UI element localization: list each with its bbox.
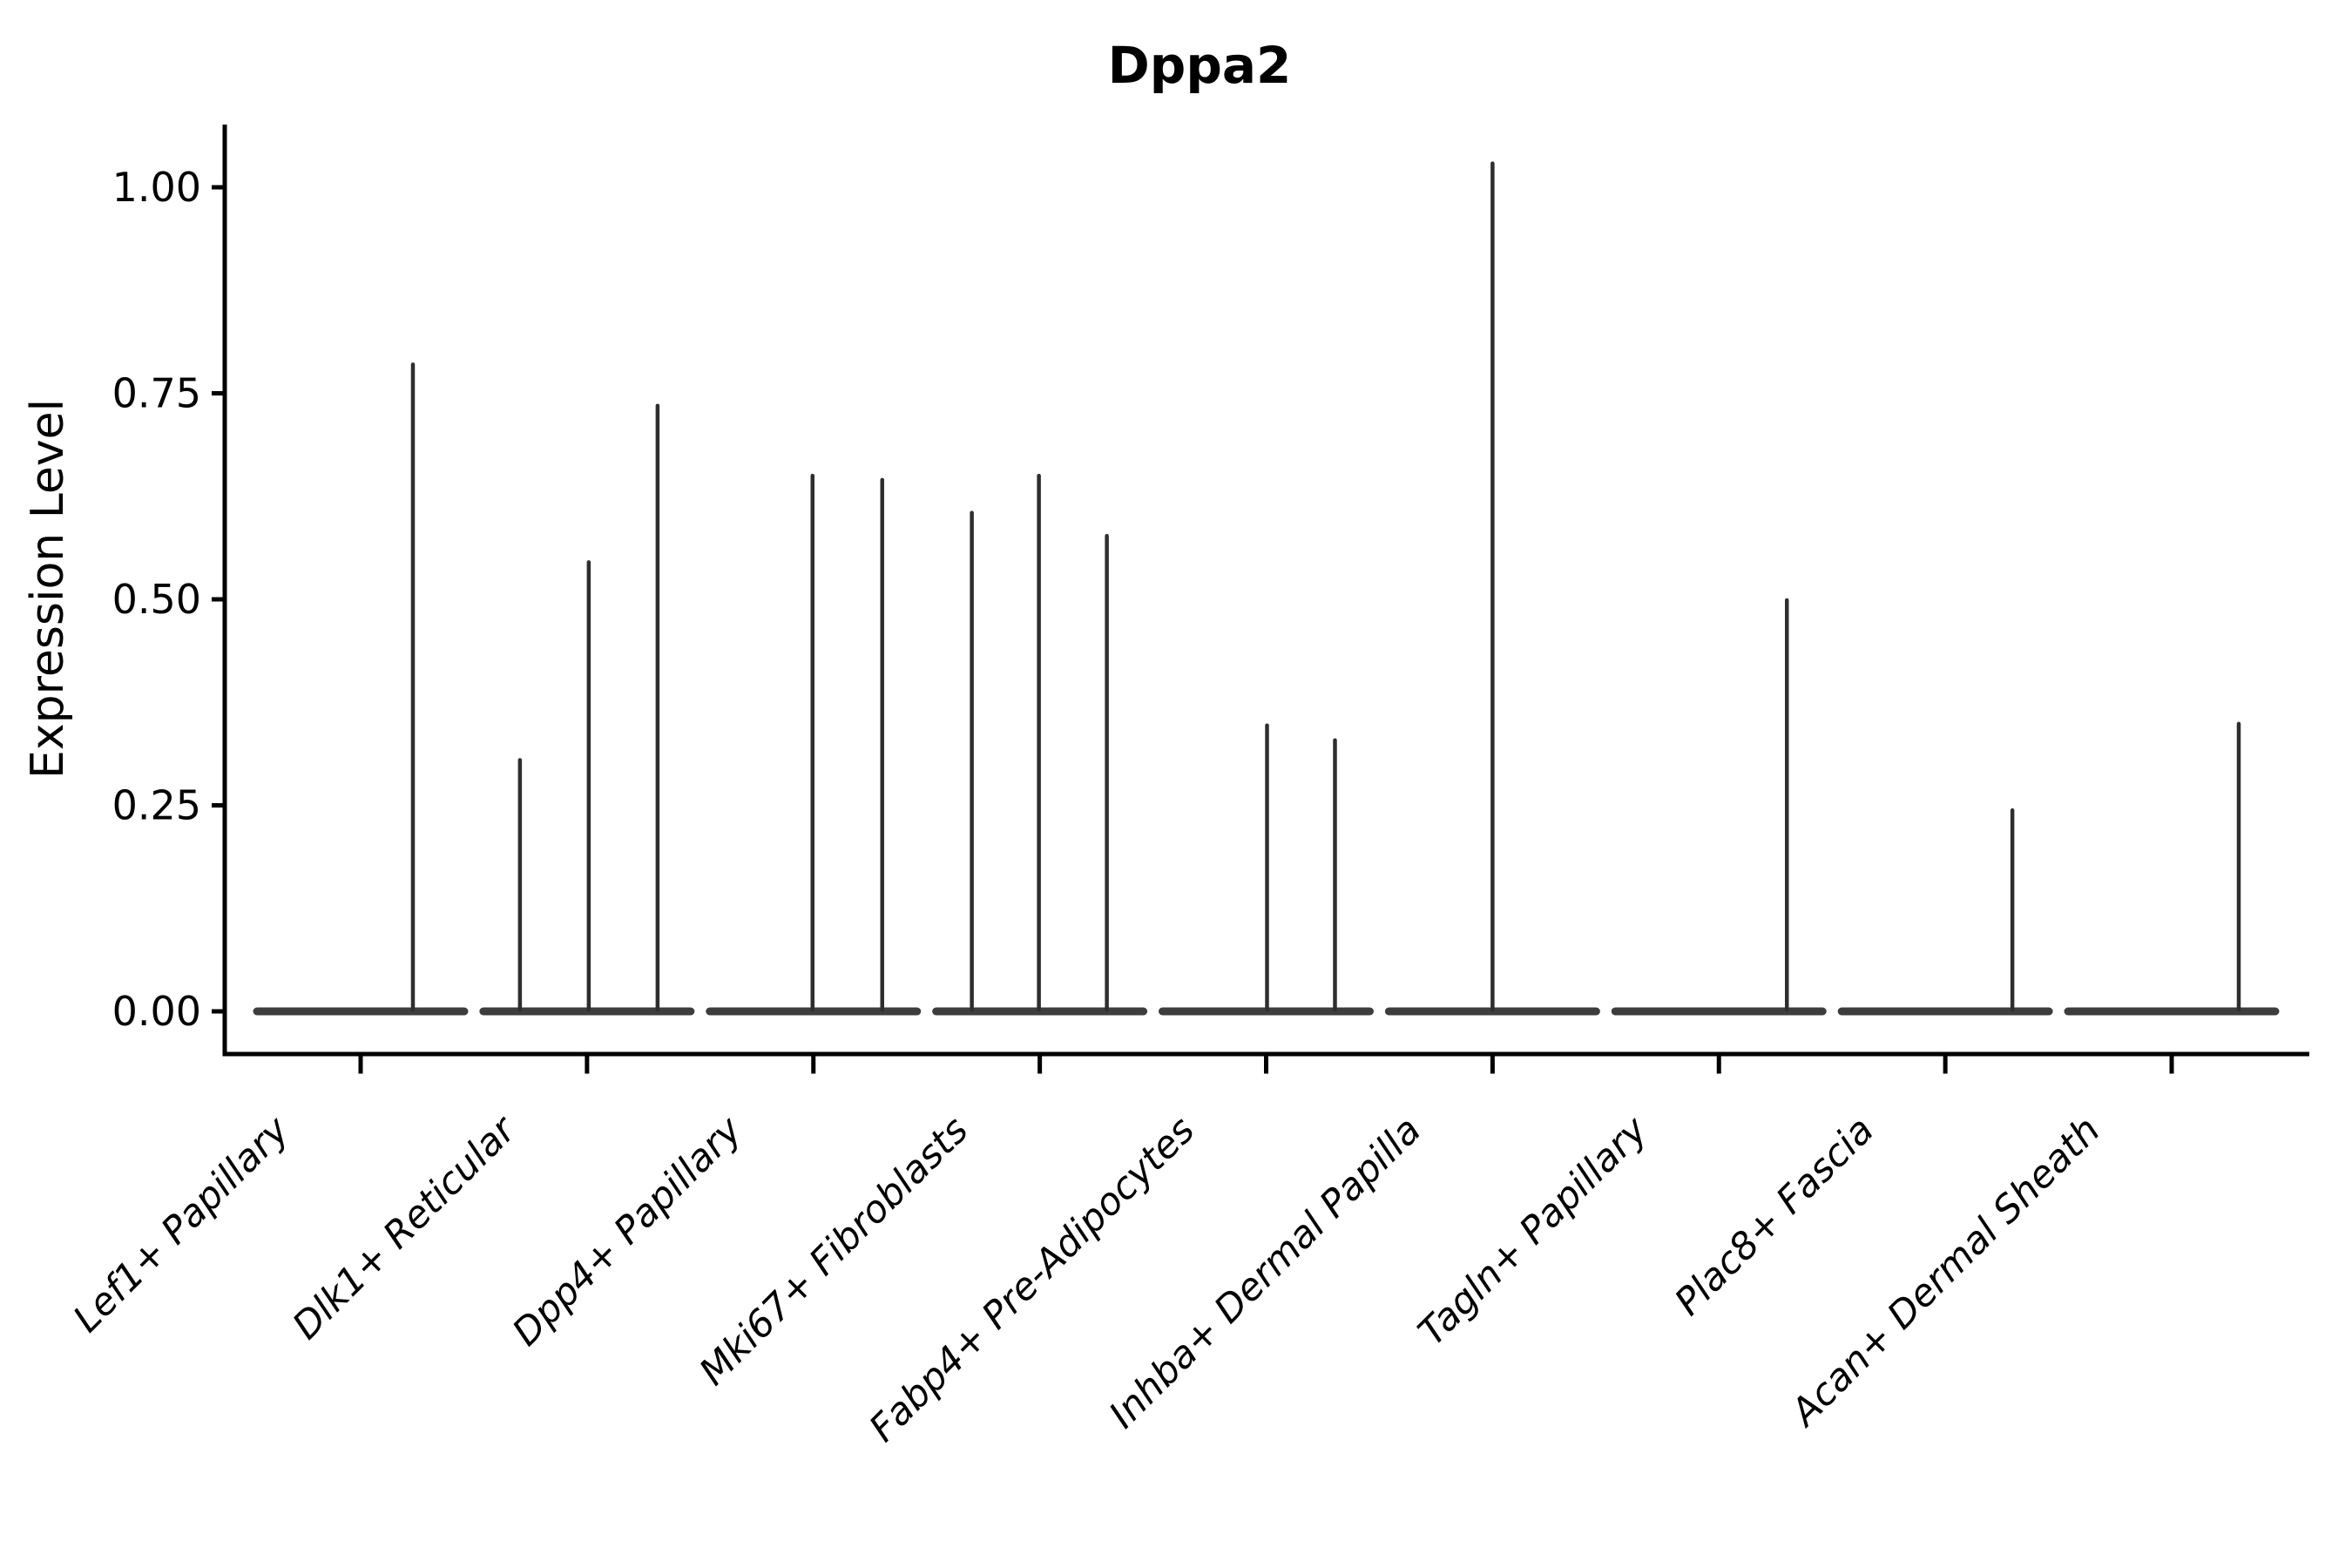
x-tick-label: Lef1+ Papillary bbox=[65, 1108, 298, 1341]
x-tick-label: Tagln+ Papillary bbox=[1410, 1108, 1657, 1355]
y-tick-label: 0.00 bbox=[112, 988, 201, 1035]
y-axis-label: Expression Level bbox=[22, 399, 74, 779]
x-tick-label: Dlk1+ Reticular bbox=[285, 1107, 526, 1348]
y-tick-label: 0.75 bbox=[112, 370, 201, 417]
y-tick-label: 0.25 bbox=[112, 782, 201, 829]
x-tick-label: Dpp4+ Papillary bbox=[504, 1108, 751, 1355]
chart-title: Dppa2 bbox=[1108, 36, 1292, 95]
x-tick-label: Plac8+ Fascia bbox=[1666, 1108, 1882, 1324]
y-tick-label: 1.00 bbox=[112, 164, 201, 211]
y-tick-label: 0.50 bbox=[112, 576, 201, 623]
